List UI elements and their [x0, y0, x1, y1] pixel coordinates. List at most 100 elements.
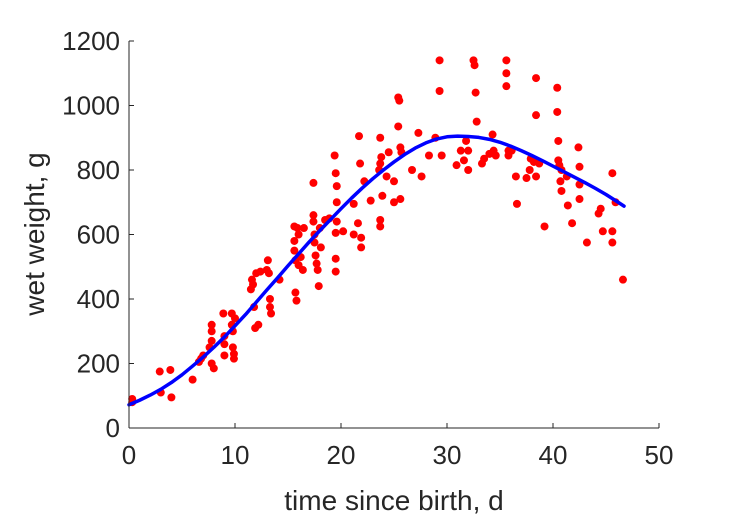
data-point [563, 201, 572, 210]
data-point [332, 217, 341, 226]
data-point [408, 166, 417, 174]
y-tick-label: 600 [77, 220, 120, 250]
data-point [220, 351, 229, 360]
data-point [522, 174, 531, 183]
data-point [349, 230, 358, 239]
data-point [188, 375, 197, 384]
data-point [265, 295, 274, 303]
data-point [290, 246, 299, 255]
data-point [229, 354, 238, 363]
data-point [376, 133, 385, 142]
data-point [608, 227, 617, 236]
data-point [414, 128, 423, 137]
data-point [394, 122, 403, 131]
data-point [512, 199, 521, 208]
data-point [390, 177, 398, 186]
data-point [598, 227, 607, 236]
axes [128, 41, 659, 429]
data-point [511, 172, 520, 181]
data-point [608, 169, 617, 178]
data-point [540, 222, 549, 231]
x-tick-label: 30 [433, 440, 462, 470]
data-point [366, 196, 375, 205]
data-point [207, 320, 216, 329]
data-point [265, 303, 274, 312]
y-tick-label: 800 [77, 155, 120, 185]
data-point [532, 172, 541, 181]
data-point [556, 177, 565, 186]
plot-area [127, 56, 627, 407]
data-point [155, 367, 164, 376]
fit-curve-line [127, 134, 626, 407]
data-point [376, 159, 385, 168]
data-point [256, 267, 265, 276]
data-point [471, 88, 480, 97]
data-point [437, 151, 446, 160]
data-point [470, 61, 479, 70]
data-point [219, 309, 228, 318]
data-point [331, 254, 340, 263]
data-point [339, 227, 348, 236]
data-point [424, 151, 433, 160]
data-point [264, 269, 273, 278]
data-point [314, 282, 323, 291]
data-point [349, 199, 358, 208]
data-point [582, 238, 591, 247]
data-point [267, 309, 276, 318]
data-point [390, 198, 398, 207]
data-point [254, 320, 263, 329]
y-tick-label: 200 [77, 349, 120, 379]
data-point [330, 151, 339, 160]
x-axis-label: time since birth, d [284, 485, 503, 516]
data-point [553, 83, 562, 92]
x-tick-label: 10 [221, 440, 250, 470]
data-point [574, 143, 583, 152]
data-point [294, 230, 303, 239]
data-point [332, 182, 341, 191]
data-point [464, 146, 473, 155]
data-point [532, 74, 541, 83]
data-point [249, 280, 258, 289]
data-point [356, 159, 365, 168]
data-point [331, 228, 340, 237]
data-point [355, 132, 364, 141]
data-point [472, 117, 481, 126]
data-point [596, 204, 605, 213]
y-tick-label: 1000 [62, 91, 120, 121]
ticks: 0 10 20 30 40 50 0 200 400 600 800 1000 1200 [62, 26, 673, 470]
data-point [384, 148, 393, 157]
data-point [332, 198, 341, 207]
data-point [313, 265, 322, 274]
data-point [167, 393, 176, 402]
y-axis-label: wet weight, g [19, 152, 50, 316]
data-point [396, 195, 405, 204]
data-point [299, 224, 308, 233]
data-point [378, 191, 387, 200]
data-point [309, 178, 318, 187]
data-point [464, 166, 473, 174]
data-point [231, 314, 239, 323]
data-point [291, 288, 300, 297]
y-tick-label: 0 [106, 413, 120, 443]
data-point [568, 219, 577, 228]
data-point [298, 265, 307, 274]
x-tick-label: 0 [122, 440, 136, 470]
data-point [290, 236, 299, 245]
data-point [557, 186, 566, 195]
data-point [166, 365, 175, 374]
data-point [553, 107, 562, 116]
data-point [462, 136, 471, 145]
x-tick-label: 20 [327, 440, 356, 470]
data-point [316, 243, 325, 252]
x-tick-label: 50 [645, 440, 674, 470]
data-point [220, 340, 229, 349]
data-point [309, 211, 318, 220]
data-point [293, 224, 302, 233]
data-point [575, 195, 584, 204]
data-point [228, 343, 237, 352]
data-point [395, 96, 404, 105]
data-point [377, 153, 386, 162]
data-point [575, 162, 584, 171]
data-point [382, 172, 391, 181]
data-point [488, 130, 497, 139]
